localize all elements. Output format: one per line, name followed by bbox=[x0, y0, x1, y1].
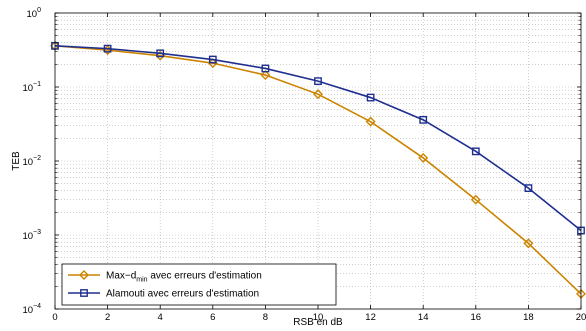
x-tick-label: 20 bbox=[576, 312, 586, 323]
x-tick-label: 14 bbox=[418, 312, 429, 323]
data-point bbox=[418, 152, 429, 163]
data-point bbox=[156, 49, 165, 58]
legend-label: Alamouti avec erreurs d'estimation bbox=[106, 289, 259, 300]
y-tick-exponent: −4 bbox=[33, 303, 41, 310]
legend: Max−dmin avec erreurs d'estimation Alamou… bbox=[61, 263, 337, 306]
x-tick-label: 0 bbox=[52, 312, 57, 323]
x-tick-label: 4 bbox=[158, 312, 163, 323]
legend-swatch-marker bbox=[79, 270, 89, 280]
y-tick-exponent: −2 bbox=[33, 155, 41, 162]
y-tick-label: 10−2 bbox=[22, 155, 41, 168]
legend-label-main: Alamouti avec erreurs d'estimation bbox=[106, 289, 259, 300]
x-axis-label: RSB en dB bbox=[293, 317, 343, 328]
data-point bbox=[524, 184, 533, 193]
data-point bbox=[365, 116, 376, 127]
data-point bbox=[260, 70, 271, 81]
legend-label-main: Max−d bbox=[106, 271, 136, 282]
data-point bbox=[366, 93, 375, 102]
x-tick-label: 8 bbox=[263, 312, 268, 323]
data-point bbox=[470, 194, 481, 205]
legend-swatch-marker bbox=[80, 289, 88, 297]
y-tick-label: 10−1 bbox=[22, 81, 41, 94]
x-tick-label: 10 bbox=[313, 312, 324, 323]
data-point bbox=[471, 147, 480, 156]
data-point bbox=[208, 55, 217, 64]
x-tick-label: 12 bbox=[365, 312, 376, 323]
legend-box bbox=[61, 263, 337, 306]
x-tick-label: 2 bbox=[105, 312, 110, 323]
x-axis: 0 2 4 6 8 10 12 14 16 18 20 bbox=[52, 13, 586, 323]
x-tick-label: 16 bbox=[471, 312, 482, 323]
data-point bbox=[419, 115, 428, 124]
data-point bbox=[103, 44, 112, 53]
data-point bbox=[313, 89, 323, 100]
x-tick-label: 18 bbox=[523, 312, 534, 323]
data-point bbox=[523, 238, 534, 249]
legend-label: Max−dmin avec erreurs d'estimation bbox=[106, 271, 262, 284]
data-point bbox=[314, 77, 322, 86]
legend-label-subscript: min bbox=[136, 277, 147, 284]
y-tick-label: 10−4 bbox=[22, 303, 41, 316]
y-axis-label: TEB bbox=[11, 151, 22, 171]
x-tick-label: 6 bbox=[210, 312, 215, 323]
y-axis: 100 10−1 10−2 10−3 10−4 bbox=[22, 7, 581, 316]
y-tick-exponent: −3 bbox=[33, 229, 41, 236]
series-line bbox=[54, 45, 582, 295]
y-tick-exponent: −1 bbox=[33, 81, 41, 88]
series-layer bbox=[50, 40, 586, 299]
y-tick-exponent: 0 bbox=[37, 7, 41, 14]
legend-label-suffix: avec erreurs d'estimation bbox=[148, 271, 262, 282]
y-tick-label: 100 bbox=[27, 7, 42, 20]
grid bbox=[55, 13, 581, 309]
series-line bbox=[54, 45, 582, 232]
y-tick-label: 10−3 bbox=[22, 229, 41, 242]
data-point bbox=[261, 64, 270, 73]
